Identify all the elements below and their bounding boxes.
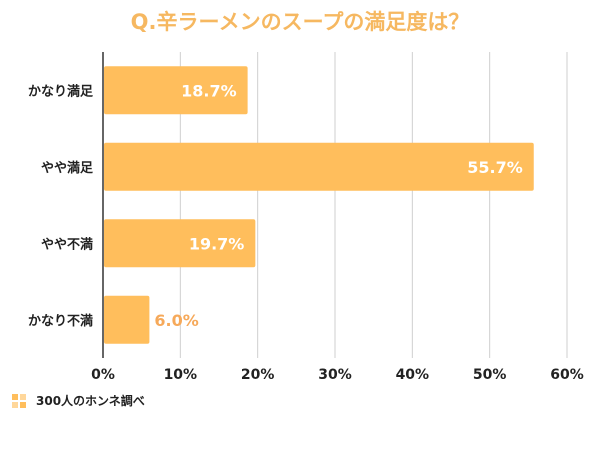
category-label: やや不満 xyxy=(41,236,93,252)
bar xyxy=(104,295,150,344)
x-tick-label: 30% xyxy=(318,367,352,383)
legend-swatch-icon xyxy=(12,393,26,408)
x-tick-label: 40% xyxy=(396,367,430,383)
value-label: 6.0% xyxy=(154,311,198,330)
value-label: 18.7% xyxy=(181,81,237,100)
x-tick-label: 20% xyxy=(241,367,275,383)
category-label: やや満足 xyxy=(41,160,94,176)
legend-label: 300人のホンネ調べ xyxy=(36,394,145,408)
x-tick-label: 10% xyxy=(164,367,198,383)
value-label: 55.7% xyxy=(467,158,523,177)
chart-title: Q.辛ラーメンのスープの満足度は？ xyxy=(130,10,470,34)
bar xyxy=(104,219,256,268)
category-label: かなり満足 xyxy=(28,83,94,99)
x-tick-label: 60% xyxy=(550,367,584,383)
bar xyxy=(104,66,248,115)
x-tick-label: 0% xyxy=(91,367,115,383)
x-tick-label: 50% xyxy=(473,367,507,383)
legend: 300人のホンネ調べ xyxy=(12,392,145,409)
bar xyxy=(104,142,534,191)
category-label: かなり不満 xyxy=(28,313,93,329)
value-label: 19.7% xyxy=(189,234,245,253)
